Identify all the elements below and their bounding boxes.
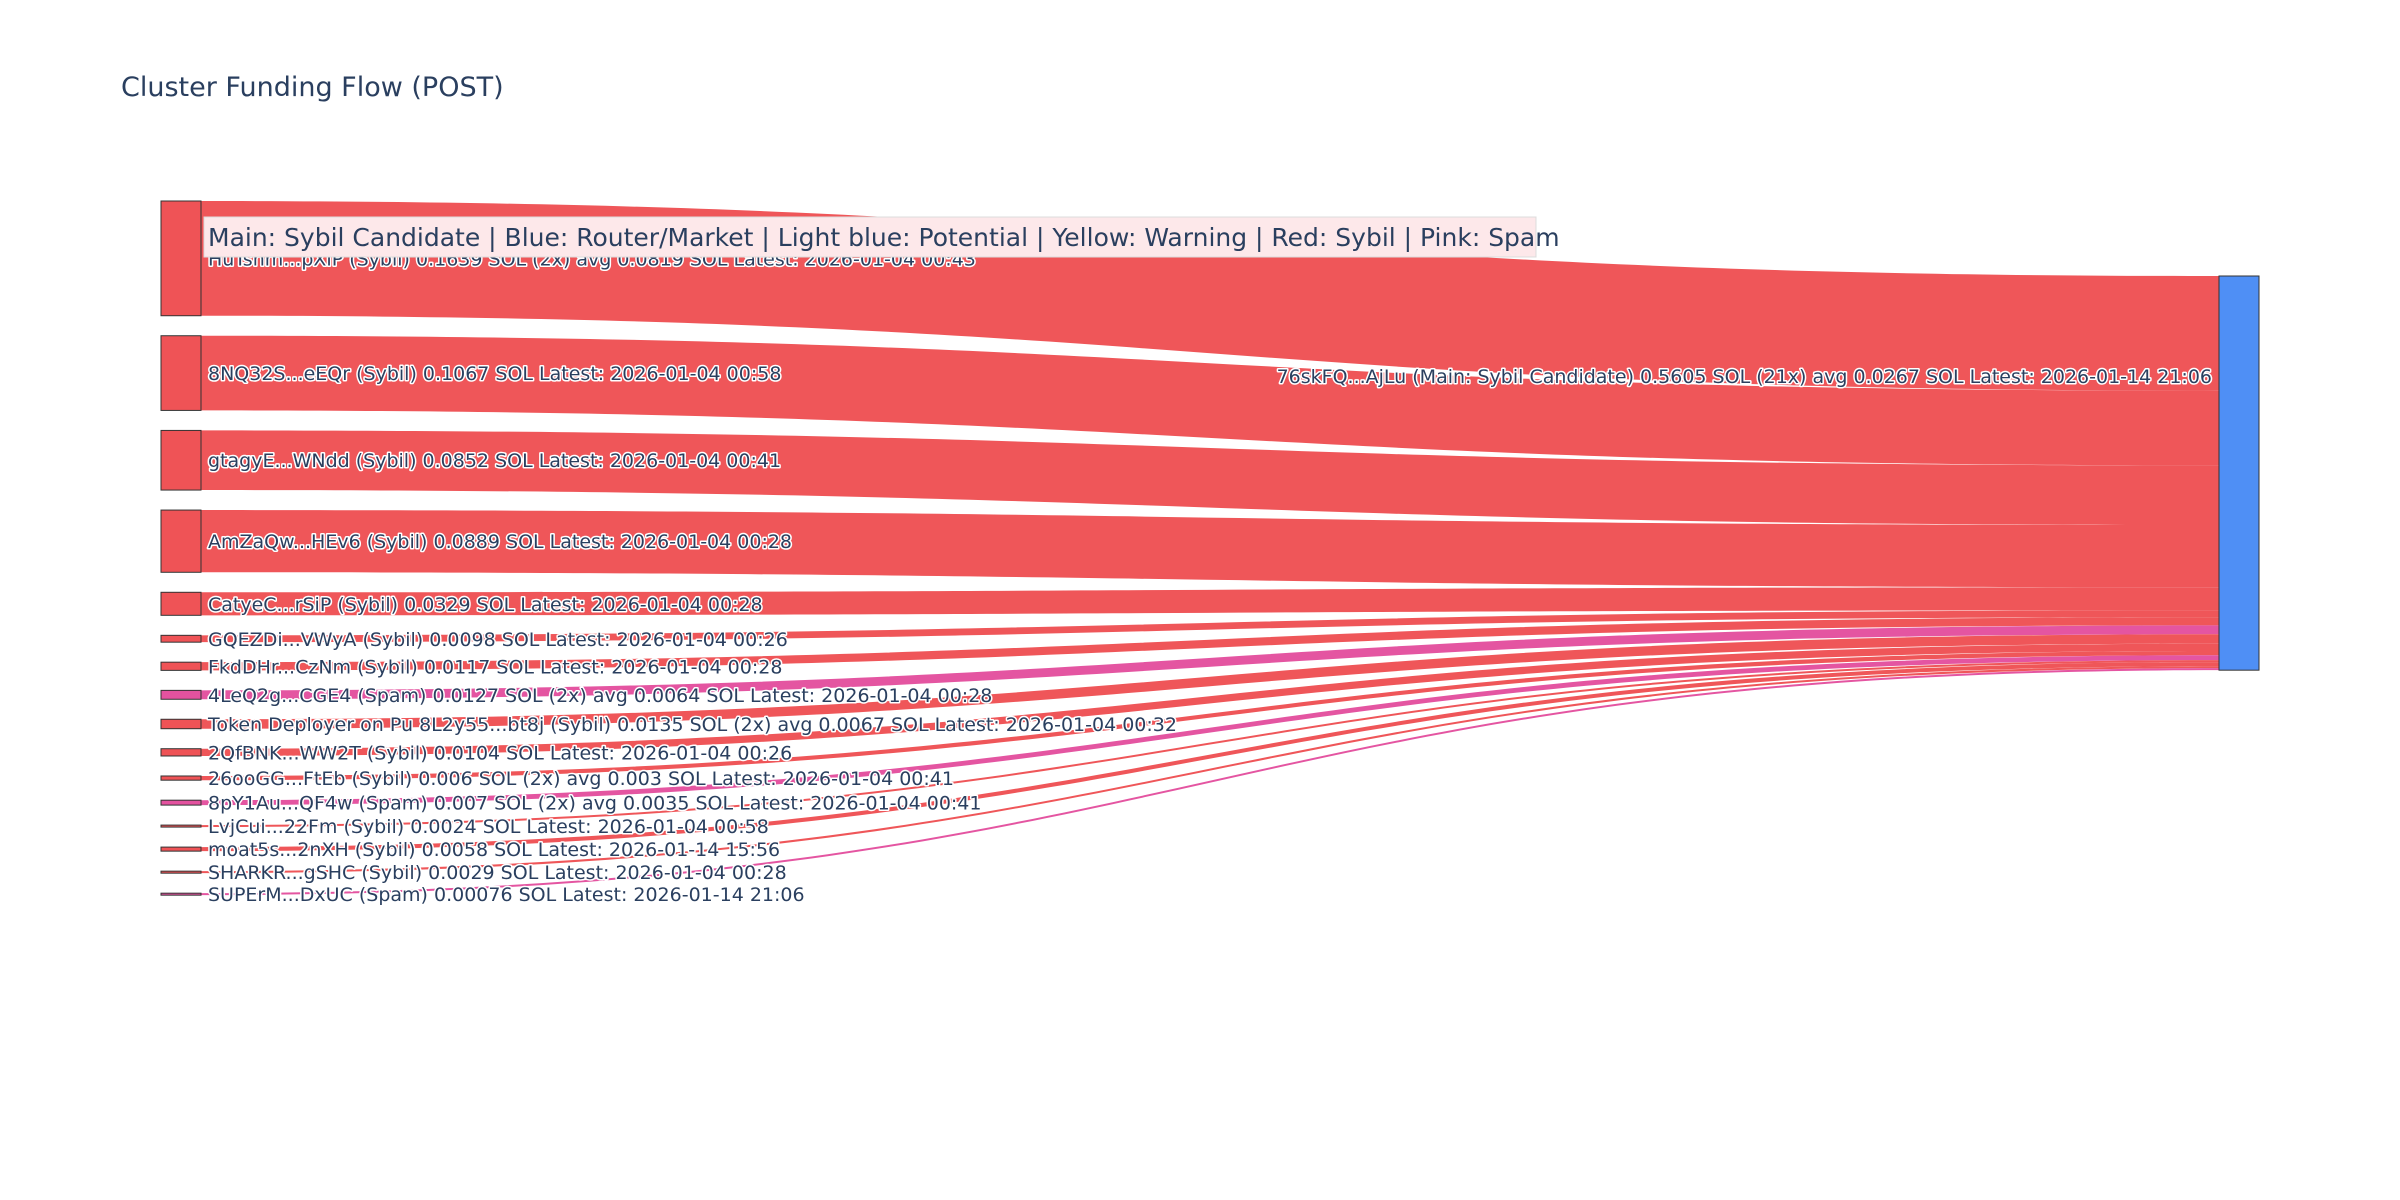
source-node-8py1au-qf4w[interactable]: [160, 799, 202, 806]
flow-link-sharkr-gshc[interactable]: [201, 666, 2219, 874]
source-node-8nq32s-eeqr[interactable]: [160, 335, 202, 411]
source-node-4leq2g-cge4[interactable]: [160, 689, 202, 700]
source-label-token: Token Deployer on Pu 8L2y55...bt8j (Sybi…: [207, 714, 1177, 736]
flow-link-2qfbnk-ww2t[interactable]: [201, 643, 2219, 756]
source-node-moat5s-2nxh[interactable]: [160, 846, 202, 852]
source-node-gqezdi-vwya[interactable]: [160, 634, 202, 643]
source-node-token[interactable]: [160, 718, 202, 730]
flow-nodes: [160, 200, 2260, 896]
flow-links: [201, 201, 2219, 896]
flow-link-catyec-rsip[interactable]: [201, 587, 2219, 616]
source-node-amzaqw-hev6[interactable]: [160, 509, 202, 573]
source-node-catyec-rsip[interactable]: [160, 591, 202, 616]
target-label: 76skFQ...AjLu (Main: Sybil Candidate) 0.…: [1277, 366, 2212, 388]
source-label-catyec-rsip: CatyeC...rSiP (Sybil) 0.0329 SOL Latest:…: [208, 594, 763, 616]
flow-link-token[interactable]: [201, 634, 2219, 729]
source-label-lvjcui-22fm: LvjCui...22Fm (Sybil) 0.0024 SOL Latest:…: [208, 816, 769, 838]
source-node-lvjcui-22fm[interactable]: [160, 824, 202, 828]
source-label-gtagye-wndd: gtagyE...WNdd (Sybil) 0.0852 SOL Latest:…: [208, 450, 781, 472]
flow-link-gqezdi-vwya[interactable]: [201, 610, 2219, 643]
source-label-gqezdi-vwya: GQEZDi...VWyA (Sybil) 0.0098 SOL Latest:…: [208, 629, 788, 651]
source-label-moat5s-2nxh: moat5s...2nXH (Sybil) 0.0058 SOL Latest:…: [208, 839, 780, 861]
source-node-gtagye-wndd[interactable]: [160, 429, 202, 491]
flow-link-8nq32s-eeqr[interactable]: [201, 335, 2219, 466]
source-label-4leq2g-cge4: 4LeQ2g...CGE4 (Spam) 0.0127 SOL (2x) avg…: [208, 685, 992, 707]
flow-link-4leq2g-cge4[interactable]: [201, 625, 2219, 700]
source-label-8py1au-qf4w: 8pY1Au...QF4w (Spam) 0.007 SOL (2x) avg …: [208, 793, 981, 815]
chart-title: Cluster Funding Flow (POST): [121, 72, 504, 103]
legend-annotation: Main: Sybil Candidate | Blue: Router/Mar…: [203, 216, 1560, 258]
flow-link-superm-dxuc[interactable]: [201, 668, 2219, 896]
target-node[interactable]: [2218, 275, 2260, 671]
source-label-26oogg-fteb: 26ooGG...FtEb (Sybil) 0.006 SOL (2x) avg…: [208, 768, 954, 790]
source-label-amzaqw-hev6: AmZaQw...HEv6 (Sybil) 0.0889 SOL Latest:…: [208, 531, 792, 553]
flow-link-8py1au-qf4w[interactable]: [201, 655, 2219, 806]
flow-link-moat5s-2nxh[interactable]: [201, 662, 2219, 852]
source-label-2qfbnk-ww2t: 2QfBNK...WW2T (Sybil) 0.0104 SOL Latest:…: [208, 742, 792, 764]
source-label-sharkr-gshc: SHARKR...gSHC (Sybil) 0.0029 SOL Latest:…: [208, 862, 787, 884]
source-node-26oogg-fteb[interactable]: [160, 775, 202, 781]
source-node-2qfbnk-ww2t[interactable]: [160, 748, 202, 757]
source-label-fkddhr-cznm: FkdDHr...CzNm (Sybil) 0.0117 SOL Latest:…: [208, 656, 782, 678]
source-node-sharkr-gshc[interactable]: [160, 870, 202, 874]
source-node-superm-dxuc[interactable]: [160, 892, 202, 896]
source-label-superm-dxuc: SUPErM...DxUC (Spam) 0.00076 SOL Latest:…: [208, 884, 805, 906]
node-labels: HuTshm...pXiP (Sybil) 0.1639 SOL (2x) av…: [206, 247, 2214, 908]
source-label-8nq32s-eeqr: 8NQ32S...eEQr (Sybil) 0.1067 SOL Latest:…: [208, 363, 781, 385]
flow-link-amzaqw-hev6[interactable]: [201, 510, 2219, 588]
legend-background: [203, 216, 1537, 258]
source-node-fkddhr-cznm[interactable]: [160, 661, 202, 671]
flow-link-gtagye-wndd[interactable]: [201, 430, 2219, 526]
legend-text: Main: Sybil Candidate | Blue: Router/Mar…: [208, 223, 1560, 252]
flow-link-26oogg-fteb[interactable]: [201, 650, 2219, 781]
flow-link-fkddhr-cznm[interactable]: [201, 617, 2219, 671]
source-node-hutshm-pxip[interactable]: [160, 200, 202, 317]
flow-link-lvjcui-22fm[interactable]: [201, 660, 2219, 828]
